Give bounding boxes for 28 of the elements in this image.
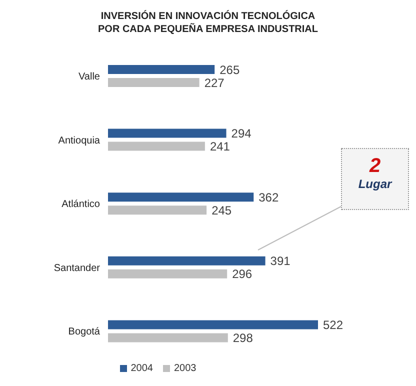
data-label: 294 xyxy=(231,126,252,141)
legend-label: 2003 xyxy=(174,363,196,374)
data-label: 522 xyxy=(323,318,344,332)
data-label: 298 xyxy=(232,330,254,345)
legend-label: 2004 xyxy=(130,363,153,374)
bar xyxy=(108,333,228,342)
bar xyxy=(108,320,318,330)
y-tick-label: Bogotá xyxy=(68,326,100,338)
y-tick-label: Valle xyxy=(78,71,100,82)
data-label: 296 xyxy=(232,267,252,282)
data-label: 391 xyxy=(270,254,291,268)
y-tick-label: Antioquia xyxy=(58,135,100,146)
bar xyxy=(108,206,207,215)
bar xyxy=(108,269,228,278)
y-tick-label: Santander xyxy=(54,262,101,274)
data-label: 362 xyxy=(258,190,279,204)
chart-title: INVERSIÓN EN INNOVACIÓN TECNOLÓGICA POR CADA PEQUEÑA EMPRESA INDUSTRIAL xyxy=(97,9,320,36)
bar xyxy=(108,128,226,138)
bar xyxy=(108,78,200,87)
data-label: 245 xyxy=(212,203,232,218)
data-label: 241 xyxy=(210,140,230,154)
data-label: 227 xyxy=(204,76,225,90)
bar xyxy=(108,192,254,202)
bar xyxy=(108,65,215,74)
bar xyxy=(108,256,266,266)
data-label: 265 xyxy=(220,62,240,77)
bar xyxy=(108,142,205,151)
y-tick-label: Atlántico xyxy=(62,199,100,210)
